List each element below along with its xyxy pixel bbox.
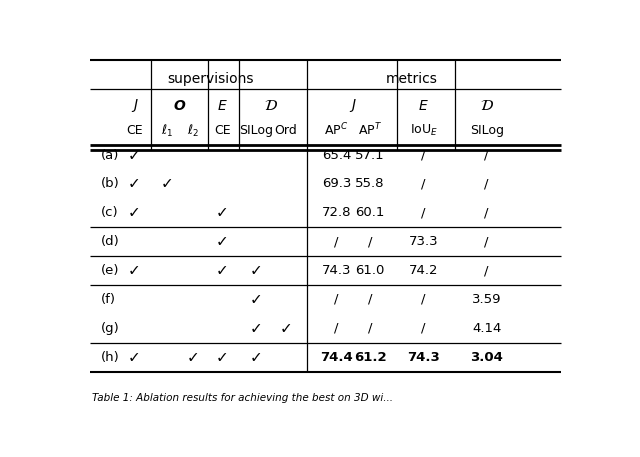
Text: /: / [422,293,426,306]
Text: ✓: ✓ [128,148,141,163]
Text: $E$: $E$ [419,99,429,113]
Text: ✓: ✓ [187,350,200,365]
Text: /: / [334,235,339,248]
Text: ✓: ✓ [216,205,228,220]
Text: AP$^C$: AP$^C$ [324,122,349,139]
Text: Ord: Ord [275,124,297,137]
Text: 72.8: 72.8 [322,207,351,219]
Text: $\mathcal{D}$: $\mathcal{D}$ [480,98,493,113]
Text: ✓: ✓ [161,176,173,191]
Text: 3.59: 3.59 [472,293,502,306]
Text: /: / [334,322,339,335]
Text: 74.3: 74.3 [322,264,351,277]
Text: ✓: ✓ [216,350,228,365]
Text: 3.04: 3.04 [470,351,503,364]
Text: $\boldsymbol{O}$: $\boldsymbol{O}$ [173,99,187,113]
Text: ✓: ✓ [128,263,141,278]
Text: 69.3: 69.3 [322,177,351,191]
Text: IoU$_E$: IoU$_E$ [410,123,438,138]
Text: ✓: ✓ [250,321,262,336]
Text: (g): (g) [101,322,120,335]
Text: /: / [422,149,426,162]
Text: $E$: $E$ [217,99,228,113]
Text: /: / [484,264,489,277]
Text: SILog: SILog [239,124,273,137]
Text: 61.2: 61.2 [354,351,387,364]
Text: /: / [484,207,489,219]
Text: /: / [422,322,426,335]
Text: 74.3: 74.3 [407,351,440,364]
Text: /: / [484,177,489,191]
Text: metrics: metrics [386,73,438,86]
Text: (f): (f) [101,293,116,306]
Text: /: / [422,177,426,191]
Text: ✓: ✓ [128,205,141,220]
Text: 65.4: 65.4 [322,149,351,162]
Text: supervisions: supervisions [167,73,253,86]
Text: CE: CE [126,124,143,137]
Text: (c): (c) [101,207,118,219]
Text: /: / [368,322,372,335]
Text: /: / [484,149,489,162]
Text: $\ell_1$: $\ell_1$ [161,122,173,138]
Text: (b): (b) [101,177,120,191]
Text: Table 1: Ablation results for achieving the best on 3D wi...: Table 1: Ablation results for achieving … [92,393,394,403]
Text: ✓: ✓ [128,350,141,365]
Text: /: / [422,207,426,219]
Text: SILog: SILog [470,124,504,137]
Text: AP$^T$: AP$^T$ [358,122,382,139]
Text: $J$: $J$ [131,97,138,114]
Text: /: / [334,293,339,306]
Text: (d): (d) [101,235,120,248]
Text: (a): (a) [101,149,119,162]
Text: 74.2: 74.2 [409,264,438,277]
Text: /: / [368,235,372,248]
Text: ✓: ✓ [250,292,262,307]
Text: 55.8: 55.8 [355,177,385,191]
Text: ✓: ✓ [128,176,141,191]
Text: ✓: ✓ [216,234,228,249]
Text: ✓: ✓ [250,263,262,278]
Text: /: / [368,293,372,306]
Text: $\ell_2$: $\ell_2$ [187,122,199,138]
Text: ✓: ✓ [280,321,292,336]
Text: ✓: ✓ [250,350,262,365]
Text: 4.14: 4.14 [472,322,501,335]
Text: 60.1: 60.1 [355,207,385,219]
Text: 74.4: 74.4 [320,351,353,364]
Text: /: / [484,235,489,248]
Text: (e): (e) [101,264,119,277]
Text: 57.1: 57.1 [355,149,385,162]
Text: CE: CE [214,124,230,137]
Text: 73.3: 73.3 [409,235,438,248]
Text: $J$: $J$ [349,97,357,114]
Text: ✓: ✓ [216,263,228,278]
Text: (h): (h) [101,351,120,364]
Text: $\mathcal{D}$: $\mathcal{D}$ [264,98,278,113]
Text: 61.0: 61.0 [355,264,385,277]
